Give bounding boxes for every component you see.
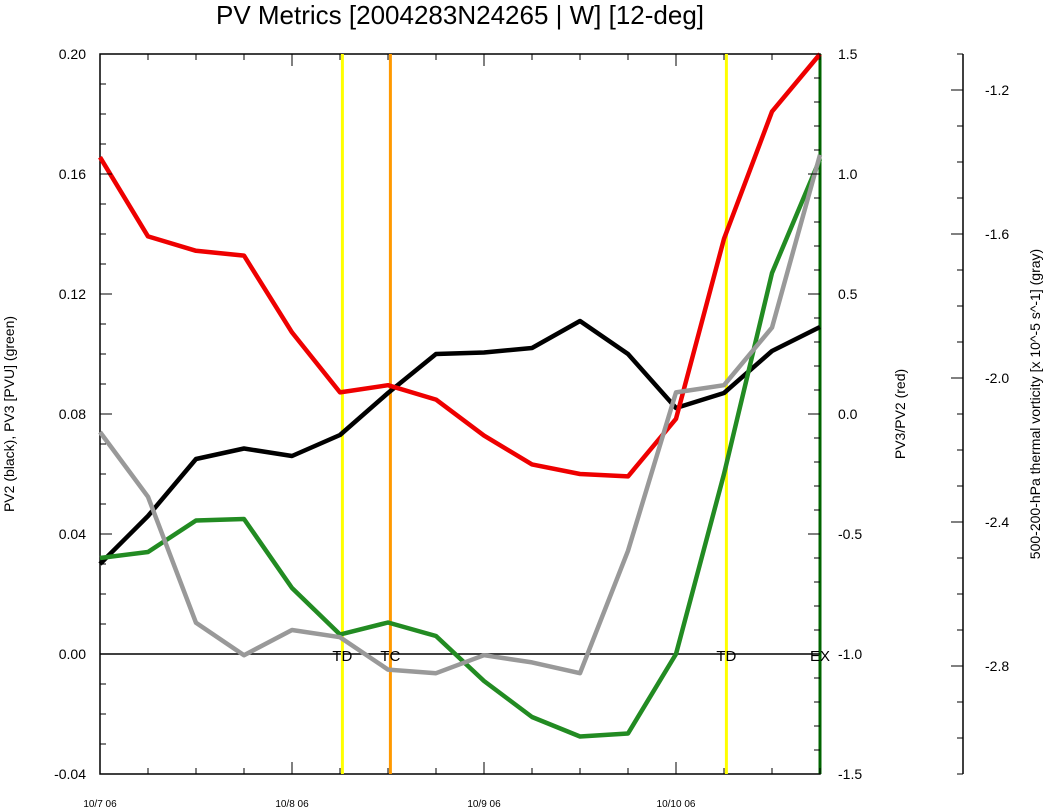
x-tick-label: 10/7 06 (83, 799, 117, 810)
event-label: TD (716, 648, 736, 665)
right-tick-label: 0.5 (838, 286, 858, 302)
series-line (98, 52, 822, 479)
event-label: EX (810, 648, 830, 665)
series-line (98, 318, 822, 566)
left-tick-label: 0.08 (59, 406, 86, 422)
right-tick-label: 1.0 (838, 166, 858, 182)
x-tick-label: 10/8 06 (275, 799, 309, 810)
left-axis: 0.20 0.16 0.12 0.08 0.04 0.00 -0.04 (54, 46, 112, 782)
series-line (98, 154, 823, 676)
left-tick-label: 0.12 (59, 286, 86, 302)
series-lines (98, 52, 823, 739)
right-tick-label: -0.5 (838, 526, 862, 542)
left-tick-label: 0.00 (59, 646, 86, 662)
event-labels: TD TC TD EX (332, 648, 830, 665)
left-tick-label: -0.04 (54, 766, 86, 782)
far-right-tick-label: -1.2 (985, 82, 1009, 98)
x-tick-label: 10/9 06 (467, 799, 501, 810)
right-tick-label: -1.5 (838, 766, 862, 782)
left-axis-label: PV2 (black), PV3 [PVU] (green) (1, 316, 17, 512)
left-tick-label: 0.20 (59, 46, 86, 62)
event-label: TC (380, 648, 400, 665)
right-axis: 1.5 1.0 0.5 0.0 -0.5 -1.0 -1.5 (808, 46, 862, 782)
far-right-tick-label: -2.8 (985, 658, 1009, 674)
far-right-tick-label: -2.4 (985, 514, 1009, 530)
left-tick-label: 0.04 (59, 526, 86, 542)
far-right-tick-label: -2.0 (985, 370, 1009, 386)
x-tick-label: 10/10 06 (657, 799, 696, 810)
right-tick-label: 1.5 (838, 46, 858, 62)
right-tick-label: 0.0 (838, 406, 858, 422)
x-axis: 10/7 06 10/8 06 10/9 06 10/10 06 (83, 54, 821, 810)
right-axis-label: PV3/PV2 (red) (892, 369, 908, 459)
event-label: TD (332, 648, 352, 665)
chart-title: PV Metrics [2004283N24265 | W] [12-deg] (216, 0, 704, 30)
right-tick-label: -1.0 (838, 646, 862, 662)
series-line (99, 158, 823, 739)
far-right-axis-label: 500-200-hPa thermal vorticity [x 10^-5 s… (1027, 249, 1043, 559)
far-right-tick-label: -1.6 (985, 226, 1009, 242)
left-tick-label: 0.16 (59, 166, 86, 182)
far-right-axis: -1.2 -1.6 -2.0 -2.4 -2.8 (951, 53, 1009, 775)
